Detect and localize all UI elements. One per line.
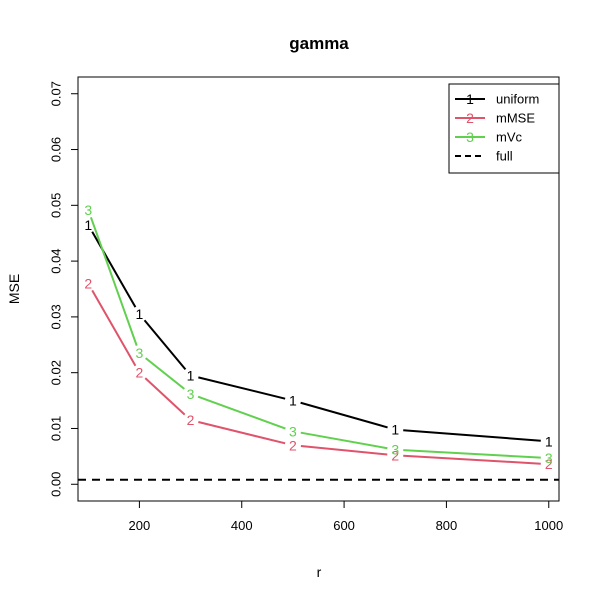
data-point: 1 — [391, 422, 399, 438]
series-line-segment — [403, 429, 541, 442]
data-point: 1 — [136, 306, 144, 322]
y-axis: 0.00 0.01 0.02 0.03 0.04 0.05 0.06 0.07 — [49, 81, 79, 497]
data-point: 3 — [391, 442, 399, 458]
data-point: 1 — [187, 368, 195, 384]
series-line-segment — [198, 421, 286, 445]
y-tick-label: 0.01 — [49, 416, 64, 441]
series-line-segment — [197, 395, 286, 430]
data-point: 1 — [84, 217, 92, 233]
data-point: 1 — [545, 433, 553, 449]
y-tick-label: 0.06 — [49, 137, 64, 162]
series-line-segment — [300, 444, 388, 456]
series-line-segment — [300, 431, 388, 450]
series-mMSE: 2 2 2 2 2 2 — [84, 275, 553, 472]
data-point: 2 — [545, 456, 553, 472]
data-point: 3 — [545, 450, 553, 466]
series-line-segment — [300, 401, 388, 429]
series-line-segment — [198, 376, 286, 400]
y-tick-label: 0.05 — [49, 193, 64, 218]
series-line-segment — [403, 449, 541, 459]
chart-title: gamma — [289, 34, 349, 53]
y-tick-label: 0.07 — [49, 81, 64, 106]
data-point: 1 — [289, 393, 297, 409]
series-line-segment — [91, 289, 137, 367]
series-line-segment — [144, 377, 186, 416]
y-axis-label: MSE — [6, 274, 22, 304]
y-tick-label: 0.00 — [49, 472, 64, 497]
legend-label: uniform — [496, 92, 539, 107]
data-point: 2 — [391, 447, 399, 463]
x-tick-label: 400 — [231, 518, 253, 533]
x-axis: 200 400 600 800 1000 — [129, 500, 563, 533]
data-point: 2 — [289, 437, 297, 453]
y-tick-label: 0.03 — [49, 304, 64, 329]
data-point: 3 — [187, 386, 195, 402]
series-mVc: 3 3 3 3 3 3 — [84, 202, 553, 466]
x-tick-label: 800 — [436, 518, 458, 533]
series-line-segment — [91, 231, 137, 308]
series-line-segment — [89, 216, 138, 346]
y-tick-label: 0.04 — [49, 248, 64, 273]
data-point: 3 — [289, 423, 297, 439]
legend-label: mVc — [496, 130, 523, 145]
legend-marker: 3 — [466, 129, 474, 145]
x-tick-label: 600 — [333, 518, 355, 533]
series-line-segment — [143, 319, 187, 370]
x-tick-label: 1000 — [534, 518, 563, 533]
data-point: 2 — [136, 365, 144, 381]
legend-label: mMSE — [496, 111, 535, 126]
series-line-segment — [145, 357, 185, 390]
series-uniform: 1 1 1 1 1 1 — [84, 217, 553, 449]
legend: 1 uniform 2 mMSE 3 mVc full — [448, 83, 560, 174]
data-point: 3 — [84, 202, 92, 218]
data-point: 2 — [84, 275, 92, 291]
x-tick-label: 200 — [129, 518, 151, 533]
data-point: 2 — [187, 412, 195, 428]
series-line-segment — [403, 454, 541, 465]
x-axis-label: r — [317, 564, 322, 580]
data-point: 3 — [136, 345, 144, 361]
legend-marker: 1 — [466, 91, 474, 107]
legend-label: full — [496, 149, 513, 164]
y-tick-label: 0.02 — [49, 360, 64, 385]
legend-marker: 2 — [466, 110, 474, 126]
